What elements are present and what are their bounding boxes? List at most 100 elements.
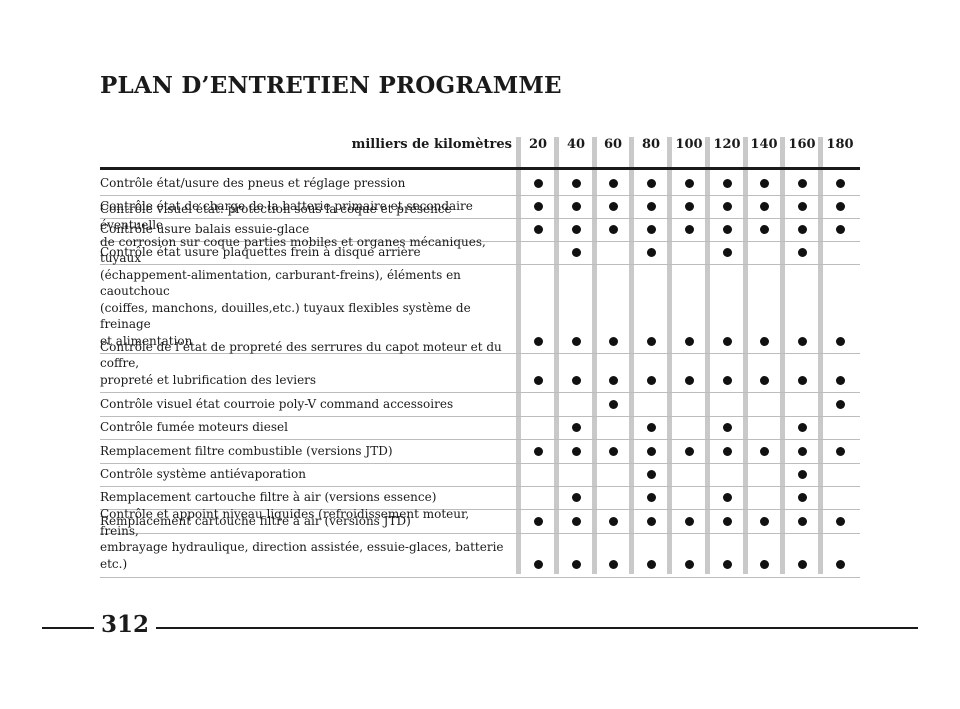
maintenance-dot <box>646 248 656 257</box>
maintenance-dot <box>684 517 694 526</box>
maintenance-dot <box>797 517 807 526</box>
table-row: Contrôle fumée moteurs diesel <box>100 417 860 440</box>
table-row: Contrôle usure balais essuie-glace <box>100 219 860 242</box>
maintenance-dot <box>646 560 656 569</box>
km-header-label: milliers de kilomètres <box>351 137 512 152</box>
table-row: Remplacement cartouche filtre à air (ver… <box>100 510 860 534</box>
table-row: Contrôle système antiévaporation <box>100 464 860 487</box>
maintenance-dot <box>797 179 807 188</box>
maintenance-dot <box>797 202 807 211</box>
footer-rule-right <box>156 627 918 629</box>
maintenance-dot <box>835 400 845 409</box>
maintenance-dot <box>684 337 694 346</box>
maintenance-dot <box>722 493 732 502</box>
km-interval-header: 180 <box>826 137 854 152</box>
table-row: Remplacement cartouche filtre à air (ver… <box>100 487 860 510</box>
grey-column-bar <box>592 137 597 574</box>
maintenance-dot <box>759 517 769 526</box>
maintenance-dot <box>533 202 543 211</box>
maintenance-dot <box>684 376 694 385</box>
grey-column-bar <box>516 137 521 574</box>
maintenance-dot <box>722 248 732 257</box>
footer-rule-left <box>42 627 94 629</box>
maintenance-dot <box>722 225 732 234</box>
maintenance-dot <box>533 517 543 526</box>
table-row: Remplacement filtre combustible (version… <box>100 440 860 464</box>
maintenance-task-label: Contrôle visuel état: protection sous la… <box>100 201 486 348</box>
km-interval-header: 120 <box>713 137 741 152</box>
maintenance-dot <box>646 376 656 385</box>
maintenance-dot <box>646 470 656 479</box>
maintenance-task-label: Contrôle visuel état courroie poly-V com… <box>100 396 454 411</box>
maintenance-dot <box>608 560 618 569</box>
maintenance-task-label: Remplacement filtre combustible (version… <box>100 443 393 458</box>
maintenance-dot <box>684 225 694 234</box>
maintenance-dot <box>722 423 732 432</box>
maintenance-dot <box>797 493 807 502</box>
maintenance-dot <box>533 447 543 456</box>
maintenance-dot <box>835 376 845 385</box>
table-row: Contrôle visuel état courroie poly-V com… <box>100 393 860 417</box>
maintenance-dot <box>571 517 581 526</box>
maintenance-dot <box>571 560 581 569</box>
km-interval-header: 20 <box>528 137 548 152</box>
maintenance-dot <box>571 225 581 234</box>
maintenance-dot <box>722 517 732 526</box>
table-row: Contrôle état de charge de la batterie p… <box>100 196 860 219</box>
table-row: Contrôle état/usure des pneus et réglage… <box>100 170 860 196</box>
maintenance-dot <box>571 202 581 211</box>
grey-column-bar <box>554 137 559 574</box>
maintenance-task-label: Contrôle système antiévaporation <box>100 466 306 481</box>
maintenance-dot <box>646 179 656 188</box>
maintenance-dot <box>835 337 845 346</box>
maintenance-dot <box>608 202 618 211</box>
grey-column-bar <box>705 137 710 574</box>
maintenance-dot <box>571 337 581 346</box>
page-number: 312 <box>100 611 149 638</box>
maintenance-dot <box>533 179 543 188</box>
maintenance-dot <box>533 225 543 234</box>
maintenance-dot <box>646 493 656 502</box>
km-interval-header: 60 <box>603 137 623 152</box>
maintenance-dot <box>797 560 807 569</box>
maintenance-dot <box>722 376 732 385</box>
table-bottom-rule <box>100 577 860 578</box>
maintenance-dot <box>684 560 694 569</box>
km-interval-header: 40 <box>566 137 586 152</box>
maintenance-task-label: Contrôle état usure plaquettes frein à d… <box>100 244 421 259</box>
maintenance-dot <box>608 179 618 188</box>
maintenance-task-label: Contrôle fumée moteurs diesel <box>100 419 288 434</box>
table-row: Contrôle visuel état: protection sous la… <box>100 202 860 354</box>
maintenance-dot <box>722 202 732 211</box>
maintenance-dot <box>797 447 807 456</box>
maintenance-dot <box>646 337 656 346</box>
maintenance-task-label: Contrôle état de charge de la batterie p… <box>100 198 473 213</box>
maintenance-dot <box>646 517 656 526</box>
maintenance-dot <box>722 447 732 456</box>
km-interval-header: 80 <box>641 137 661 152</box>
maintenance-dot <box>571 493 581 502</box>
grey-column-bar <box>667 137 672 574</box>
maintenance-dot <box>797 470 807 479</box>
maintenance-task-label: Remplacement cartouche filtre à air (ver… <box>100 513 411 528</box>
maintenance-dot <box>759 560 769 569</box>
table-row: Contrôle de l’état de propreté des serru… <box>100 340 860 393</box>
maintenance-dot <box>571 179 581 188</box>
maintenance-dot <box>533 376 543 385</box>
grey-column-bar <box>629 137 634 574</box>
km-interval-header: 140 <box>750 137 778 152</box>
maintenance-dot <box>646 225 656 234</box>
table-row: Contrôle état usure plaquettes frein à d… <box>100 242 860 265</box>
maintenance-dot <box>571 423 581 432</box>
maintenance-dot <box>759 202 769 211</box>
maintenance-dot <box>684 202 694 211</box>
maintenance-dot <box>608 376 618 385</box>
maintenance-dot <box>797 225 807 234</box>
maintenance-dot <box>571 248 581 257</box>
table-row: Contrôle et appoint niveau liquides (ref… <box>100 507 860 576</box>
maintenance-dot <box>608 400 618 409</box>
maintenance-dot <box>646 202 656 211</box>
km-interval-header: 100 <box>675 137 703 152</box>
page-title: PLAN D’ENTRETIEN PROGRAMME <box>100 72 562 99</box>
maintenance-dot <box>571 447 581 456</box>
